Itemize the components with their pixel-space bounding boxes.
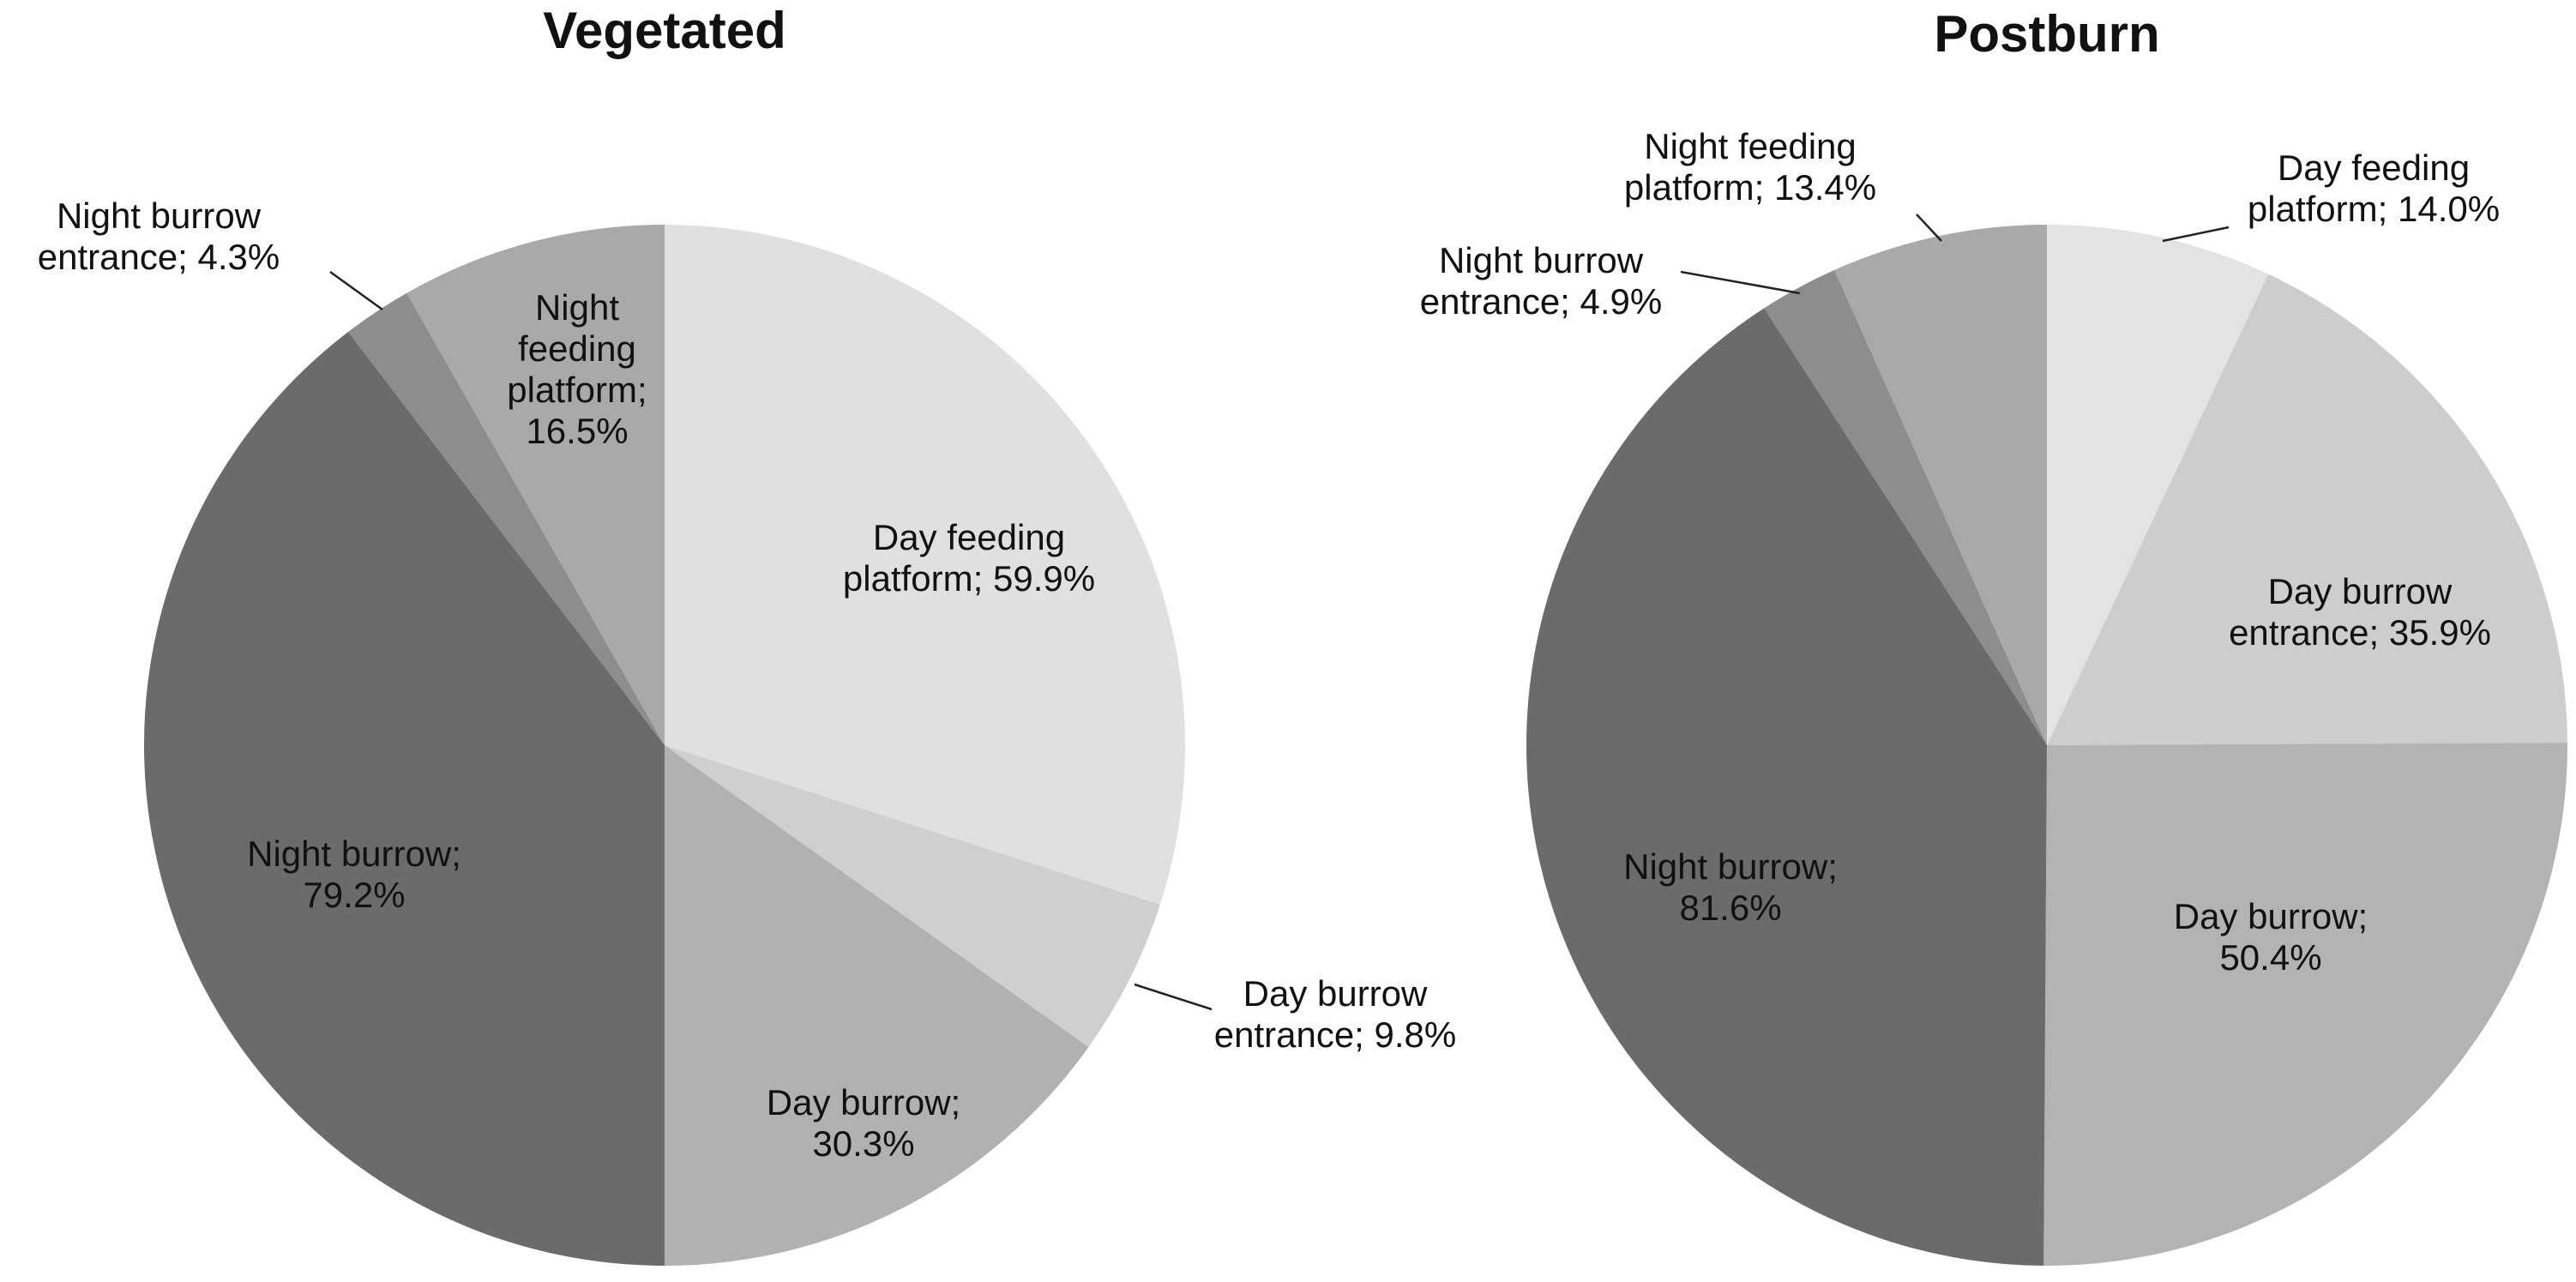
pie-slice: [1834, 225, 2047, 745]
leader-line: [1680, 270, 1801, 295]
pie-slice: [1764, 269, 2047, 745]
leader-line: [1134, 983, 1213, 1011]
slice-label: Day burrow; 30.3%: [767, 1082, 960, 1164]
slice-label: Night feeding platform; 13.4%: [1624, 126, 1876, 208]
slice-label: Night burrow; 81.6%: [1623, 846, 1838, 928]
pie-slice: [665, 745, 1089, 1266]
pie-slice: [347, 292, 665, 745]
slice-label: Day feeding platform; 59.9%: [843, 517, 1095, 599]
pie-slice: [144, 332, 665, 1266]
pie-slice: [665, 225, 1185, 905]
slice-label: Day burrow entrance; 35.9%: [2229, 571, 2491, 653]
pie-slice: [2047, 274, 2567, 745]
leader-line: [1916, 214, 1942, 242]
slice-label: Night burrow entrance; 4.3%: [38, 196, 280, 277]
chart-title: Vegetated: [543, 2, 785, 59]
leader-line: [329, 270, 383, 311]
pie-slice: [665, 745, 1160, 1048]
chart-title: Postburn: [1934, 5, 2159, 63]
slice-label: Day burrow; 50.4%: [2174, 896, 2368, 978]
leader-line: [2162, 226, 2230, 243]
slice-label: Night feeding platform; 16.5%: [507, 287, 647, 451]
slice-label: Night burrow entrance; 4.9%: [1420, 240, 1663, 322]
slice-label: Day burrow entrance; 9.8%: [1214, 973, 1457, 1055]
pie-slice: [406, 225, 665, 745]
slice-label: Night burrow; 79.2%: [247, 834, 461, 915]
pie-slice: [2043, 743, 2567, 1266]
pie-slice: [1526, 308, 2047, 1266]
pie-slice: [2047, 225, 2269, 745]
slice-label: Day feeding platform; 14.0%: [2248, 147, 2500, 229]
